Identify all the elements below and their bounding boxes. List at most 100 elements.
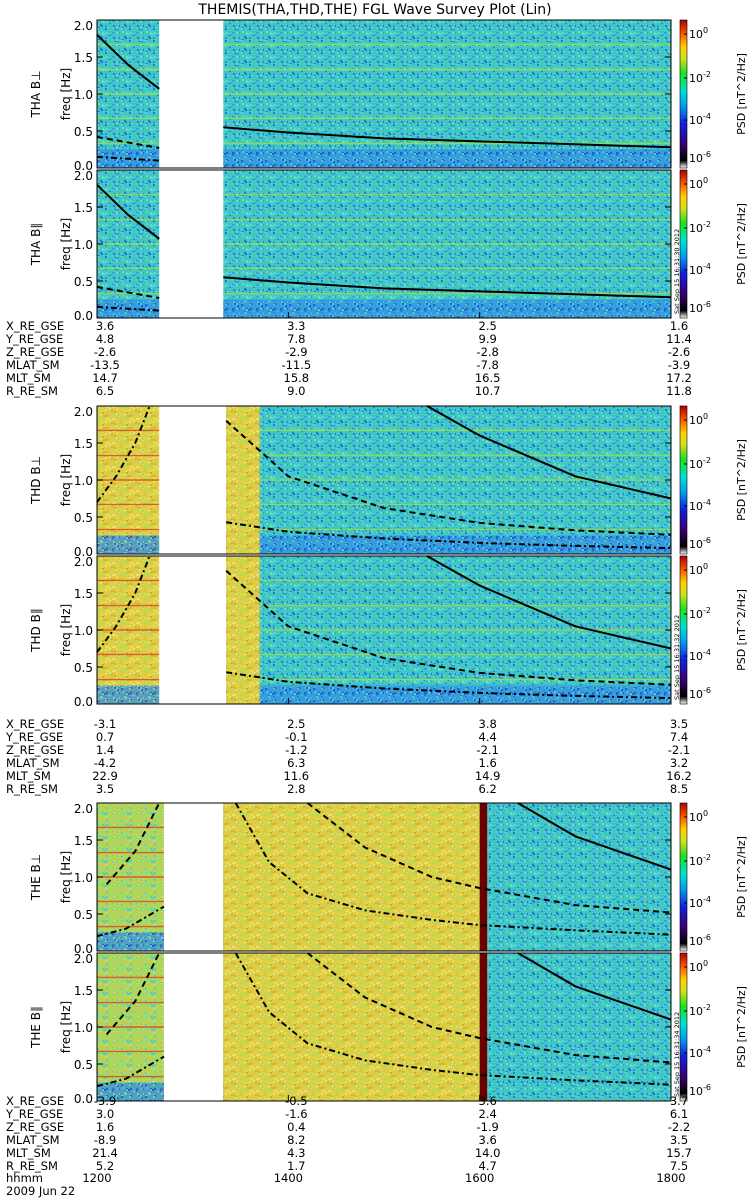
date-label: 2009 Jun 22	[6, 1184, 76, 1198]
curve-dashdot-1	[96, 1055, 165, 1088]
colorbar-tick-exponent: -2	[703, 456, 711, 465]
ephemeris-label: X_RE_GSE	[6, 717, 65, 731]
colorbar-tick-exponent: -4	[703, 895, 711, 904]
panel-thd-para: 0.0 0.5 1.0 1.5 2.0 THD B∥ freq [Hz] Sat Sep 15…	[29, 555, 748, 709]
colorbar-label: PSD [nT^2/Hz]	[735, 439, 748, 521]
colorbar-tick-exponent: -4	[703, 648, 711, 657]
curve-solid	[426, 405, 672, 500]
low-freq-band	[223, 149, 671, 168]
colorbar-tick-label: 10	[689, 564, 703, 577]
y-tick-label: 0.0	[74, 309, 93, 323]
ephemeris-value: -13.5	[90, 358, 120, 372]
ephemeris-value: 6.3	[287, 756, 306, 770]
ephemeris-value: 3.3	[287, 319, 306, 333]
curve-dashed	[225, 420, 672, 536]
high-power-block	[223, 953, 488, 1101]
ephemeris-value: 3.6	[478, 1094, 497, 1108]
ephemeris-value: 14.7	[92, 371, 118, 385]
y-tick-label: 2.0	[74, 169, 93, 183]
ephemeris-label: MLAT_SM	[6, 358, 60, 372]
ephemeris-value: 3.7	[669, 1094, 689, 1108]
colorbar-tick-label: 10	[689, 152, 703, 165]
ephemeris-label: MLAT_SM	[6, 756, 60, 770]
ephemeris-value: 6.5	[95, 384, 115, 398]
ephemeris-value: -2.6	[93, 345, 117, 359]
ephemeris-value: -2.8	[476, 345, 499, 359]
y-tick-label: 1.5	[74, 437, 93, 451]
colorbar	[679, 405, 688, 555]
ephemeris-label: Y_RE_GSE	[6, 730, 64, 744]
freq-axis-label: freq [Hz]	[59, 604, 73, 656]
ephemeris-value: -3.9	[93, 1094, 117, 1108]
curve-dashdot-1	[96, 405, 151, 503]
ephemeris-value: 1.6	[478, 756, 497, 770]
ephemeris-value: 3.5	[95, 782, 115, 796]
curve-dashdot	[96, 155, 160, 162]
y-tick-label: 0.0	[74, 942, 93, 956]
ephemeris-label: X_RE_GSE	[6, 1094, 65, 1108]
colorbar-tick-label: 10	[689, 538, 703, 551]
ephemeris-label: X_RE_GSE	[6, 319, 65, 333]
ephemeris-value: 2.8	[287, 782, 306, 796]
colorbar-label: PSD [nT^2/Hz]	[735, 986, 748, 1068]
colorbar-tick-exponent: 0	[703, 412, 708, 421]
colorbar-tick-label: 10	[689, 264, 703, 277]
colorbar-tick-label: 10	[689, 1047, 703, 1060]
ephemeris-value: -2.6	[667, 345, 691, 359]
ephemeris-label: Z_RE_GSE	[6, 345, 65, 359]
low-freq-band	[97, 535, 160, 554]
colorbar-tick-exponent: -2	[703, 606, 711, 615]
x-tick-label: 1800	[656, 1171, 686, 1185]
y-tick-label: 2.0	[74, 405, 93, 419]
ephemeris-the: X_RE_GSE Y_RE_GSE Z_RE_GSE MLAT_SM MLT_SM R_R…	[6, 1094, 706, 1176]
ephemeris-label: Z_RE_GSE	[6, 1120, 65, 1134]
ephemeris-value: -2.2	[667, 1120, 691, 1134]
ephemeris-value: -2.9	[285, 345, 308, 359]
ephemeris-value: 16.2	[666, 769, 692, 783]
probe-axis-label: THD B∥	[29, 608, 43, 653]
ephemeris-value: 3.2	[669, 756, 689, 770]
low-freq-band	[226, 685, 671, 704]
freq-axis-label: freq [Hz]	[59, 1001, 73, 1053]
freq-axis-label: freq [Hz]	[59, 218, 73, 270]
ephemeris-label: MLT_SM	[6, 769, 51, 783]
colorbar-tick-exponent: -6	[703, 1083, 711, 1092]
high-power-block	[223, 803, 488, 951]
colorbar-tick-label: 10	[689, 222, 703, 235]
ephemeris-value: 11.6	[283, 769, 310, 783]
ephemeris-value: -4.2	[93, 756, 117, 770]
low-freq-band	[97, 685, 160, 704]
colorbar-tick-exponent: -4	[703, 1045, 711, 1054]
ephemeris-label: R_RE_SM	[6, 1159, 58, 1173]
y-tick-label: 0.0	[74, 1092, 93, 1106]
ephemeris-value: 3.6	[95, 319, 115, 333]
probe-axis-label: THA B⊥	[29, 70, 43, 118]
ephemeris-value: 21.4	[92, 1146, 118, 1160]
x-tick-label: 1400	[273, 1171, 303, 1185]
x-tick-label: 1200	[82, 1171, 112, 1185]
ephemeris-value: 3.6	[478, 1133, 497, 1147]
y-tick-label: 0.5	[74, 125, 93, 139]
ephemeris-value: 15.8	[283, 371, 310, 385]
y-tick-label: 0.0	[74, 545, 93, 559]
x-tick-label: 1600	[465, 1171, 495, 1185]
colorbar-label: PSD [nT^2/Hz]	[735, 203, 748, 285]
probe-axis-label: THD B⊥	[29, 456, 43, 505]
y-tick-label: 0.0	[74, 159, 93, 173]
colorbar-tick-exponent: -4	[703, 112, 711, 121]
colorbar-tick-exponent: -2	[703, 220, 711, 229]
y-tick-label: 0.5	[74, 908, 93, 922]
colorbar	[679, 19, 688, 169]
freq-axis-label: freq [Hz]	[59, 454, 73, 506]
ephemeris-value: 1.6	[95, 1120, 115, 1134]
colorbar-tick-label: 10	[689, 961, 703, 974]
colorbar-tick-exponent: -6	[703, 536, 711, 545]
ephemeris-label: R_RE_SM	[6, 384, 58, 398]
ephemeris-value: 8.2	[287, 1133, 306, 1147]
ephemeris-value: 14.9	[474, 769, 501, 783]
burst-column	[479, 953, 488, 1101]
